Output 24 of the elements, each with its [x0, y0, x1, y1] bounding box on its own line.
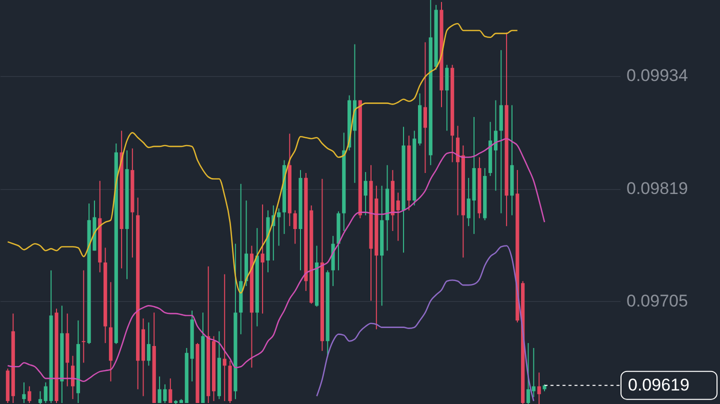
- line-series: [316, 245, 534, 402]
- candlestick: [38, 390, 42, 404]
- candlestick: [364, 172, 368, 216]
- candlestick: [494, 100, 498, 192]
- candlestick: [445, 64, 449, 132]
- line-series: [7, 22, 518, 294]
- y-tick-label: 0.09705: [626, 291, 688, 310]
- candlestick: [168, 378, 172, 404]
- candlestick: [423, 42, 428, 174]
- y-tick-label: 0.09934: [626, 66, 688, 86]
- candlestick: [28, 386, 32, 404]
- candlestick: [44, 382, 48, 404]
- candlestick: [537, 372, 541, 404]
- candlestick: [526, 342, 530, 404]
- candlestick: [82, 270, 86, 364]
- candlestick: [22, 382, 26, 404]
- candlestick: [396, 192, 400, 242]
- candlestick: [146, 322, 150, 366]
- ref-line-label: 0.09619: [628, 375, 690, 394]
- candlestick: [260, 204, 264, 314]
- candlestick: [222, 274, 226, 402]
- candlestick: [70, 355, 75, 400]
- candlestick: [293, 210, 297, 244]
- y-tick-label: 0.09819: [626, 179, 688, 198]
